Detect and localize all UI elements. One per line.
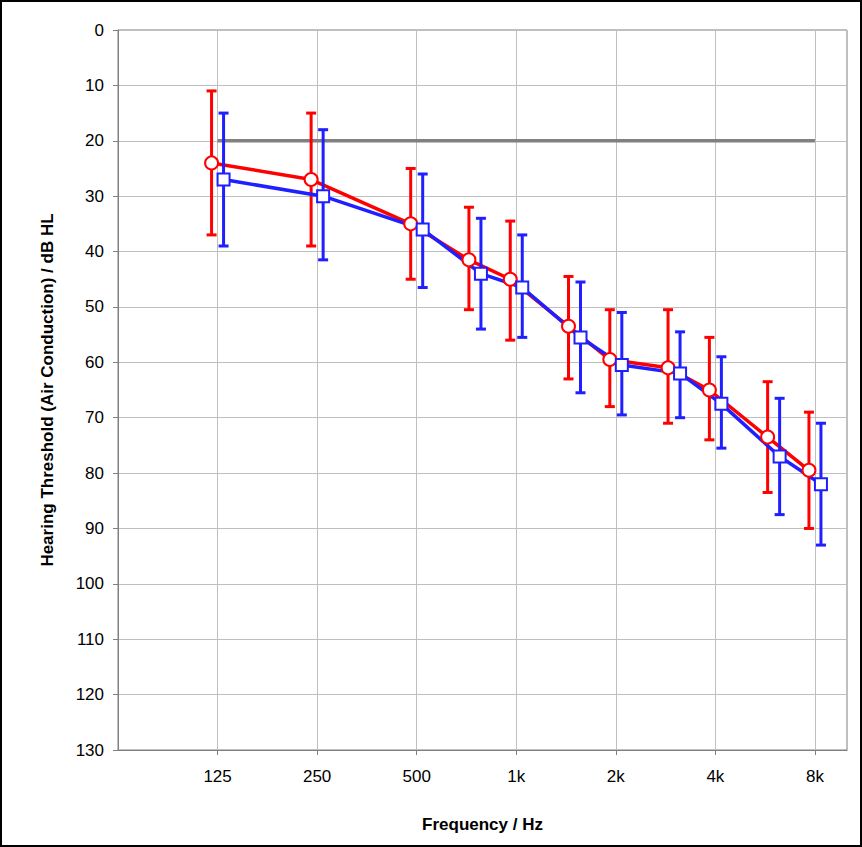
svg-text:90: 90 bbox=[85, 519, 104, 538]
svg-text:8k: 8k bbox=[806, 767, 824, 786]
svg-text:4k: 4k bbox=[706, 767, 724, 786]
svg-text:70: 70 bbox=[85, 408, 104, 427]
svg-text:40: 40 bbox=[85, 242, 104, 261]
svg-text:1k: 1k bbox=[507, 767, 525, 786]
svg-text:Frequency / Hz: Frequency / Hz bbox=[422, 815, 543, 834]
svg-text:50: 50 bbox=[85, 297, 104, 316]
svg-text:80: 80 bbox=[85, 464, 104, 483]
svg-text:30: 30 bbox=[85, 187, 104, 206]
svg-text:110: 110 bbox=[77, 630, 104, 649]
svg-text:Hearing Threshold (Air Conduct: Hearing Threshold (Air Conduction) / dB … bbox=[38, 213, 57, 566]
svg-text:0: 0 bbox=[95, 21, 104, 40]
svg-text:130: 130 bbox=[76, 741, 104, 760]
svg-text:20: 20 bbox=[85, 131, 104, 150]
svg-text:60: 60 bbox=[85, 353, 104, 372]
svg-text:10: 10 bbox=[85, 76, 104, 95]
svg-text:100: 100 bbox=[76, 574, 104, 593]
svg-text:120: 120 bbox=[76, 685, 104, 704]
svg-text:500: 500 bbox=[403, 767, 431, 786]
svg-text:250: 250 bbox=[303, 767, 331, 786]
svg-text:125: 125 bbox=[203, 767, 231, 786]
svg-text:2k: 2k bbox=[607, 767, 625, 786]
